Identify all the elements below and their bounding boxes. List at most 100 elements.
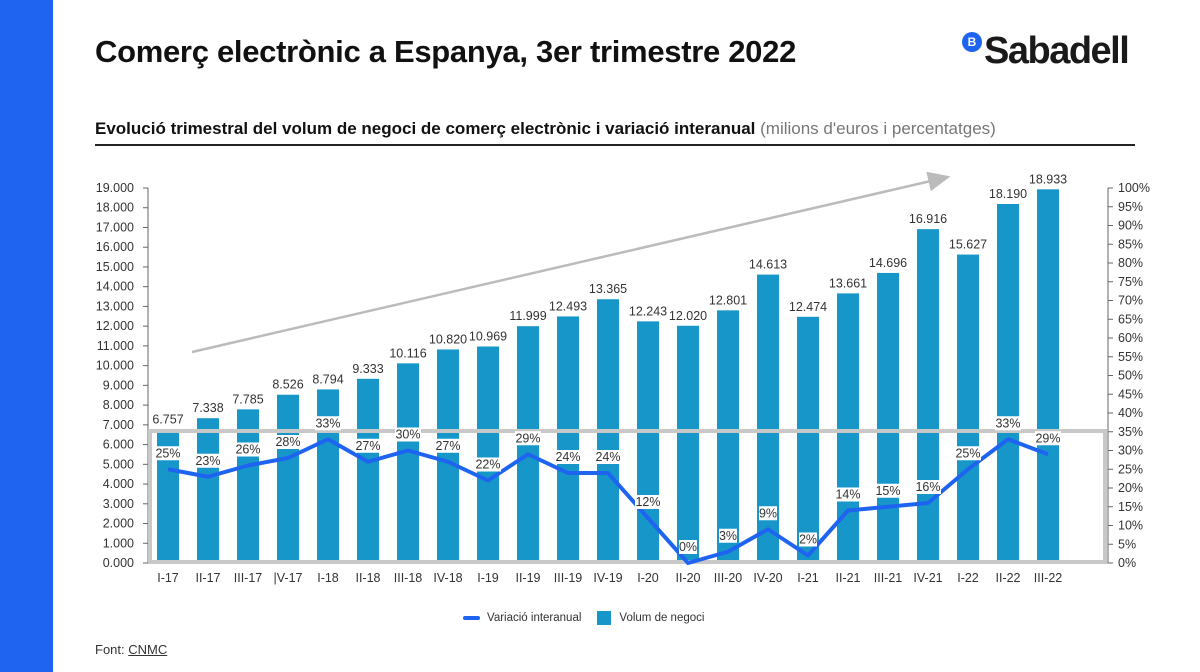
bar-value-label: 12.020: [669, 309, 707, 323]
x-tick-label: I-20: [637, 571, 659, 585]
variation-label-bg: [995, 416, 1021, 431]
source-link[interactable]: CNMC: [128, 642, 168, 657]
x-tick-label: II-17: [195, 571, 220, 585]
variation-label: 27%: [355, 439, 380, 453]
variation-label-bg: [719, 528, 737, 543]
variation-label: 0%: [679, 540, 697, 554]
right-tick-label: 55%: [1118, 350, 1143, 364]
right-tick-label: 95%: [1118, 200, 1143, 214]
right-tick-label: 80%: [1118, 256, 1143, 270]
right-tick-label: 60%: [1118, 331, 1143, 345]
bar-value-label: 18.190: [989, 187, 1027, 201]
variation-label: 2%: [799, 533, 817, 547]
left-tick-label: 17.000: [96, 220, 134, 234]
bar-value-label: 6.757: [152, 413, 183, 427]
bar: [877, 272, 899, 563]
left-tick-label: 7.000: [103, 418, 134, 432]
source-note: Font: CNMC: [95, 642, 167, 657]
variation-label: 9%: [759, 506, 777, 520]
bar-value-label: 15.627: [949, 238, 987, 252]
variation-label-bg: [759, 506, 777, 521]
bar-value-label: 13.365: [589, 282, 627, 296]
left-tick-label: 19.000: [96, 181, 134, 195]
bar-value-label: 9.333: [352, 362, 383, 376]
bar-value-label: 10.820: [429, 332, 467, 346]
left-tick-label: 12.000: [96, 319, 134, 333]
variation-label-bg: [915, 480, 941, 494]
variation-label: 24%: [595, 450, 620, 464]
left-tick-label: 15.000: [96, 260, 134, 274]
bar-value-label: 12.243: [629, 304, 667, 318]
variation-label-bg: [679, 540, 697, 554]
variation-highlight-box: [148, 429, 1107, 564]
left-tick-label: 4.000: [103, 477, 134, 491]
bar: [157, 429, 179, 563]
left-tick-label: 13.000: [96, 299, 134, 313]
left-tick-label: 6.000: [103, 438, 134, 452]
subtitle-main: Evolució trimestral del volum de negoci …: [95, 119, 756, 138]
left-tick-label: 3.000: [103, 497, 134, 511]
variation-label: 33%: [315, 416, 340, 430]
legend-label-bar: Volum de negoci: [619, 612, 705, 624]
right-tick-label: 0%: [1118, 556, 1136, 570]
x-tick-label: I-22: [957, 571, 979, 585]
left-tick-label: 8.000: [103, 398, 134, 412]
bar: [197, 418, 219, 563]
x-tick-label: II-22: [995, 571, 1020, 585]
variation-label: 25%: [155, 446, 180, 460]
bar: [997, 203, 1019, 563]
legend: Variació interanual Volum de negoci: [463, 611, 704, 625]
x-tick-label: |V-17: [274, 571, 303, 585]
variation-label-bg: [955, 446, 981, 461]
variation-label: 25%: [955, 446, 980, 460]
x-tick-label: IV-21: [913, 571, 942, 585]
variation-label-bg: [315, 416, 341, 431]
variation-line: [167, 437, 1049, 565]
bar: [677, 325, 699, 563]
x-tick-label: II-18: [355, 571, 380, 585]
left-tick-label: 11.000: [97, 339, 134, 353]
variation-label-bg: [235, 442, 261, 457]
chart-subtitle: Evolució trimestral del volum de negoci …: [95, 119, 996, 139]
right-tick-label: 35%: [1118, 425, 1143, 439]
variation-label: 27%: [435, 439, 460, 453]
bar: [1037, 189, 1059, 563]
bar-value-label: 8.794: [312, 372, 343, 386]
x-tick-label: I-21: [797, 571, 819, 585]
bar: [357, 378, 379, 563]
variation-label-bg: [1035, 431, 1061, 446]
right-tick-label: 70%: [1118, 294, 1143, 308]
right-tick-label: 25%: [1118, 462, 1143, 476]
x-tick-label: IV-20: [753, 571, 782, 585]
variation-label: 12%: [635, 495, 660, 509]
subtitle-rule: [95, 144, 1135, 146]
right-tick-label: 40%: [1118, 406, 1143, 420]
variation-label: 23%: [195, 454, 220, 468]
variation-label-bg: [475, 457, 501, 472]
x-tick-label: I-17: [157, 571, 179, 585]
bar-value-label: 7.785: [232, 392, 263, 406]
left-tick-label: 18.000: [96, 201, 134, 215]
right-tick-label: 85%: [1118, 237, 1143, 251]
right-tick-label: 10%: [1118, 519, 1143, 533]
variation-label: 28%: [275, 435, 300, 449]
variation-label-bg: [799, 532, 817, 547]
variation-label-bg: [635, 495, 661, 509]
bar-value-label: 14.696: [869, 256, 907, 270]
variation-label-bg: [515, 431, 541, 446]
bar: [837, 293, 859, 563]
legend-bar-icon: [597, 611, 612, 625]
x-tick-label: III-22: [1034, 571, 1063, 585]
x-tick-label: III-18: [394, 571, 423, 585]
variation-label: 15%: [875, 484, 900, 498]
bar-value-label: 13.661: [829, 276, 867, 290]
x-tick-label: III-21: [874, 571, 903, 585]
variation-label-bg: [195, 453, 221, 468]
bar-value-label: 10.116: [389, 346, 426, 360]
variation-label: 24%: [555, 450, 580, 464]
right-tick-label: 90%: [1118, 219, 1143, 233]
subtitle-units: (milions d'euros i percentatges): [760, 119, 996, 138]
logo-wordmark: Sabadell: [984, 30, 1130, 72]
right-tick-label: 30%: [1118, 444, 1143, 458]
x-tick-label: I-19: [477, 571, 499, 585]
